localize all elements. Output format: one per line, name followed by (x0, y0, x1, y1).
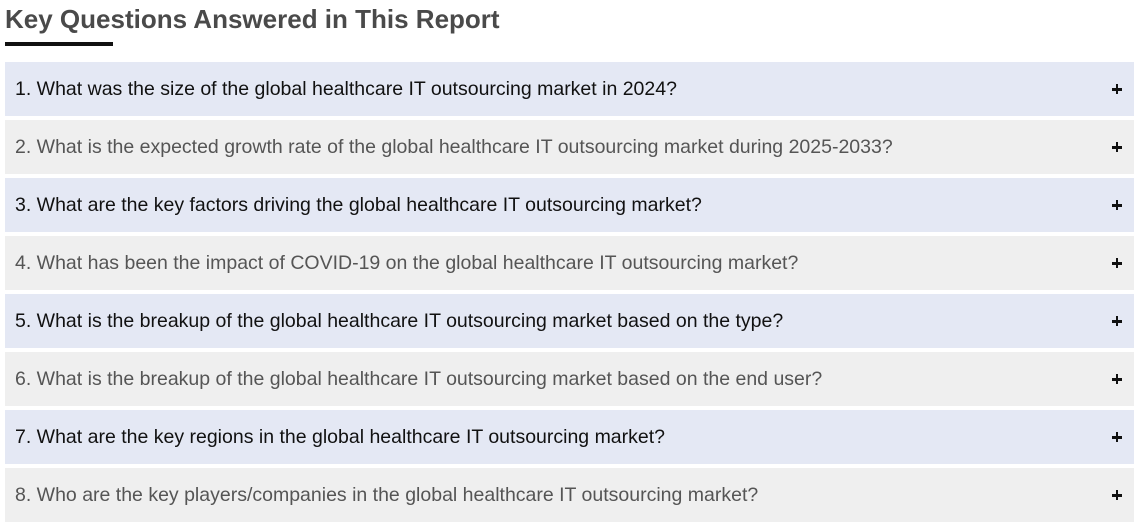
faq-item[interactable]: 3. What are the key factors driving the … (5, 178, 1134, 232)
faq-question: 3. What are the key factors driving the … (15, 194, 702, 216)
faq-question: 4. What has been the impact of COVID-19 … (15, 252, 799, 274)
faq-item[interactable]: 1. What was the size of the global healt… (5, 62, 1134, 116)
faq-item[interactable]: 7. What are the key regions in the globa… (5, 410, 1134, 464)
faq-question: 6. What is the breakup of the global hea… (15, 368, 823, 390)
faq-accordion: 1. What was the size of the global healt… (5, 62, 1134, 522)
plus-icon[interactable] (1110, 430, 1124, 444)
faq-question: 7. What are the key regions in the globa… (15, 426, 666, 448)
plus-icon[interactable] (1110, 256, 1124, 270)
faq-item[interactable]: 8. Who are the key players/companies in … (5, 468, 1134, 522)
faq-item[interactable]: 6. What is the breakup of the global hea… (5, 352, 1134, 406)
plus-icon[interactable] (1110, 140, 1124, 154)
faq-question: 2. What is the expected growth rate of t… (15, 136, 893, 158)
faq-question: 1. What was the size of the global healt… (15, 78, 677, 100)
faq-item[interactable]: 4. What has been the impact of COVID-19 … (5, 236, 1134, 290)
faq-question: 8. Who are the key players/companies in … (15, 484, 759, 506)
faq-item[interactable]: 2. What is the expected growth rate of t… (5, 120, 1134, 174)
plus-icon[interactable] (1110, 198, 1124, 212)
title-underline (5, 42, 113, 46)
plus-icon[interactable] (1110, 372, 1124, 386)
faq-question: 5. What is the breakup of the global hea… (15, 310, 784, 332)
plus-icon[interactable] (1110, 82, 1124, 96)
faq-item[interactable]: 5. What is the breakup of the global hea… (5, 294, 1134, 348)
plus-icon[interactable] (1110, 488, 1124, 502)
plus-icon[interactable] (1110, 314, 1124, 328)
section-title: Key Questions Answered in This Report (5, 4, 500, 34)
